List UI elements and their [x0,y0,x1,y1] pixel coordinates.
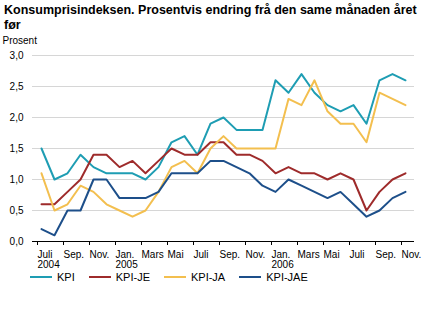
svg-text:Mai: Mai [168,249,184,260]
html-text:KPI-JAE: KPI-JAE [266,271,308,283]
svg-text:0,5: 0,5 [10,205,24,216]
svg-text:Juli: Juli [350,249,365,260]
svg-text:Jan.2006: Jan.2006 [272,249,295,270]
svg-text:Jan.2005: Jan.2005 [116,249,139,270]
svg-text:1,5: 1,5 [10,143,24,154]
svg-text:Mai: Mai [324,249,340,260]
html-text:KPI-JA: KPI-JA [191,271,226,283]
html-text:Konsumprisindeksen. Prosentvis: Konsumprisindeksen. Prosentvis endring f… [4,3,417,32]
svg-text:2,0: 2,0 [10,112,24,123]
svg-text:2,5: 2,5 [10,81,24,92]
html-text:KPI-JE: KPI-JE [115,271,150,283]
html-text:KPI: KPI [57,271,75,283]
svg-text:Mars: Mars [142,249,164,260]
svg-text:Prosent: Prosent [3,35,38,46]
svg-text:0,0: 0,0 [10,236,24,247]
svg-text:Sep.: Sep. [220,249,241,260]
svg-text:Mars: Mars [298,249,320,260]
svg-text:Nov.: Nov. [246,249,266,260]
svg-text:Nov.: Nov. [90,249,110,260]
svg-text:Juli: Juli [194,249,209,260]
svg-text:1,0: 1,0 [10,174,24,185]
svg-text:Juli2004: Juli2004 [38,249,61,270]
svg-text:3,0: 3,0 [10,50,24,61]
svg-text:Sep.: Sep. [376,249,397,260]
svg-text:Nov.: Nov. [402,249,422,260]
svg-text:Sep.: Sep. [64,249,85,260]
